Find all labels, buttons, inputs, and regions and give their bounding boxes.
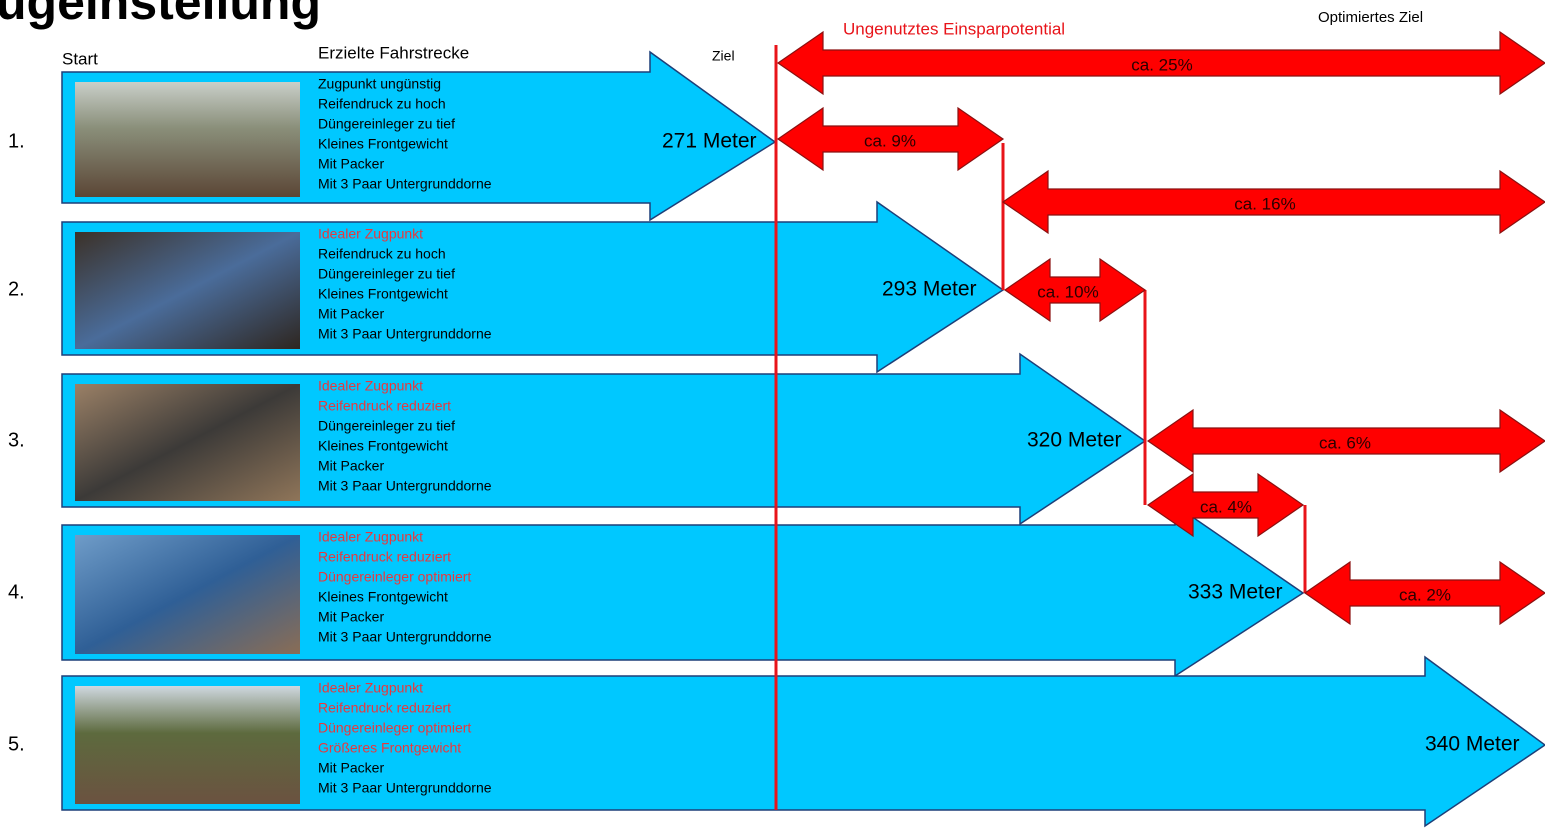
measure-item: Mit 3 Paar Untergrunddorne <box>318 478 492 494</box>
saving-arrow <box>1146 472 1305 538</box>
saving-label: ca. 6% <box>1319 433 1371 452</box>
saving-arrow <box>1001 169 1545 235</box>
measure-item: Kleines Frontgewicht <box>318 438 448 454</box>
row: 2. Idealer Zugpunkt Reifendruck zu hoch Dün… <box>8 200 1005 374</box>
measure-item: Idealer Zugpunkt <box>318 378 423 394</box>
distance-arrow <box>61 655 1545 828</box>
measure-item: Mit 3 Paar Untergrunddorne <box>318 780 492 796</box>
distance-arrow <box>61 352 1147 526</box>
saving-label: ca. 4% <box>1200 497 1252 516</box>
measure-item: Idealer Zugpunkt <box>318 226 423 242</box>
savings-arrows: ca. 25% ca. 9% ca. 16% ca. 10% ca. 6% ca. 4% c… <box>776 30 1545 626</box>
row: 4. Idealer Zugpunkt Reifendruck reduziert D… <box>8 503 1305 678</box>
saving-arrow <box>1003 257 1147 323</box>
saving: ca. 10% <box>1003 257 1147 323</box>
saving-arrow <box>1146 408 1545 474</box>
distance-label: 271 Meter <box>662 130 757 153</box>
saving-label: ca. 9% <box>864 131 916 150</box>
measure-item: Idealer Zugpunkt <box>318 680 423 696</box>
photo <box>75 535 300 654</box>
photo <box>75 686 300 804</box>
measure-item: Idealer Zugpunkt <box>318 529 423 545</box>
saving-label: ca. 10% <box>1037 282 1098 301</box>
photo <box>75 232 300 349</box>
saving: ca. 4% <box>1146 472 1305 538</box>
measure-item: Düngereinleger zu tief <box>318 418 455 434</box>
measure-item: Zugpunkt ungünstig <box>318 76 441 92</box>
measure-item: Düngereinleger optimiert <box>318 720 471 736</box>
measure-item: Mit 3 Paar Untergrunddorne <box>318 629 492 645</box>
goal-label: Ziel <box>712 48 735 64</box>
distance-label: 340 Meter <box>1425 733 1520 756</box>
measure-item: Reifendruck zu hoch <box>318 246 446 262</box>
measure-item: Reifendruck zu hoch <box>318 96 446 112</box>
saving: ca. 9% <box>776 106 1005 172</box>
row: 1. Zugpunkt ungünstig Reifendruck zu hoch D… <box>8 50 777 222</box>
potential-header: Ungenutztes Einsparpotential <box>843 19 1065 38</box>
rows: 1. Zugpunkt ungünstig Reifendruck zu hoch D… <box>8 50 1545 828</box>
measure-item: Mit Packer <box>318 458 384 474</box>
distance-label: 293 Meter <box>882 278 977 301</box>
saving-label: ca. 2% <box>1399 585 1451 604</box>
distance-label: 333 Meter <box>1188 581 1283 604</box>
saving: ca. 6% <box>1146 408 1545 474</box>
measure-item: Mit 3 Paar Untergrunddorne <box>318 176 492 192</box>
row-number: 1. <box>8 130 25 152</box>
measure-item: Kleines Frontgewicht <box>318 136 448 152</box>
row: 3. Idealer Zugpunkt Reifendruck reduziert D… <box>8 352 1147 526</box>
saving-label: ca. 16% <box>1234 194 1295 213</box>
measure-item: Mit Packer <box>318 156 384 172</box>
saving: ca. 25% <box>776 30 1545 96</box>
row-number: 4. <box>8 581 25 603</box>
saving: ca. 2% <box>1303 560 1545 626</box>
saving: ca. 16% <box>1001 169 1545 235</box>
row-number: 2. <box>8 278 25 300</box>
measure-item: Kleines Frontgewicht <box>318 286 448 302</box>
measure-item: Mit Packer <box>318 609 384 625</box>
row-number: 3. <box>8 429 25 451</box>
measure-item: Reifendruck reduziert <box>318 700 451 716</box>
slide-title: ugeinstellung <box>0 0 321 30</box>
measure-item: Düngereinleger zu tief <box>318 116 455 132</box>
measure-item: Reifendruck reduziert <box>318 549 451 565</box>
row: 5. Idealer Zugpunkt Reifendruck reduziert D… <box>8 655 1545 828</box>
start-label: Start <box>62 49 98 68</box>
measure-item: Größeres Frontgewicht <box>318 740 461 756</box>
saving-arrow <box>776 106 1005 172</box>
goal-lines <box>774 45 1307 810</box>
distance-label: 320 Meter <box>1027 429 1122 452</box>
saving-arrow <box>1303 560 1545 626</box>
measure-item: Düngereinleger optimiert <box>318 569 471 585</box>
photo <box>75 82 300 197</box>
measure-item: Kleines Frontgewicht <box>318 589 448 605</box>
measure-item: Mit Packer <box>318 760 384 776</box>
optimized-goal-label: Optimiertes Ziel <box>1318 9 1423 26</box>
measure-item: Mit 3 Paar Untergrunddorne <box>318 326 492 342</box>
measure-item: Mit Packer <box>318 306 384 322</box>
distance-header: Erzielte Fahrstrecke <box>318 43 469 62</box>
measure-item: Reifendruck reduziert <box>318 398 451 414</box>
measure-item: Düngereinleger zu tief <box>318 266 455 282</box>
row-number: 5. <box>8 733 25 755</box>
photo <box>75 384 300 501</box>
saving-label: ca. 25% <box>1131 55 1192 74</box>
saving-arrow <box>776 30 1545 96</box>
